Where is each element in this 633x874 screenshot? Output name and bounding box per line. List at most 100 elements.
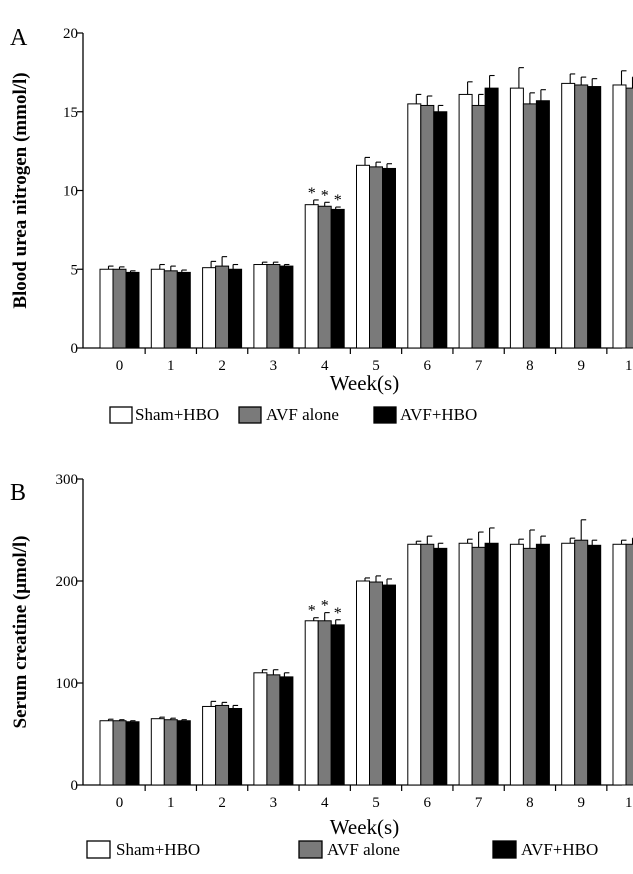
legend-entry: Sham+HBO: [135, 405, 219, 424]
bar-avf-hbo: [279, 676, 294, 786]
legend-swatch: [238, 406, 262, 424]
x-tick-label: 6: [424, 358, 432, 374]
y-tick-label: 200: [56, 574, 79, 590]
x-tick-label: 2: [218, 795, 226, 811]
bar-sham-hbo: [509, 87, 524, 349]
bar-avf-hbo: [535, 543, 550, 786]
bar-sham-hbo: [99, 268, 114, 349]
x-axis-label: Week(s): [330, 815, 399, 839]
legend-entry: AVF alone: [327, 840, 400, 859]
x-tick-label: 9: [577, 358, 585, 374]
chart-panel-b: B 0 100 200 300 Serum creatine (μmol/l) 0 1 2 3 4 *…: [10, 472, 633, 859]
bar-sham-hbo: [253, 264, 268, 349]
bar-avf-hbo: [433, 547, 448, 786]
x-tick-label: 10: [625, 795, 633, 811]
bar-avf-alone: [625, 87, 633, 349]
bar-avf-hbo: [330, 624, 345, 786]
bar-sham-hbo: [356, 580, 370, 786]
x-tick-label: 1: [167, 795, 175, 811]
x-tick-label: 8: [526, 358, 534, 374]
legend: Sham+HBO AVF alone AVF+HBO: [86, 840, 598, 859]
chart-panel-a: A 0 5 10 15 20 Blood urea nitrogen (mmol/l) 0 1 2…: [10, 25, 633, 424]
bar-avf-hbo: [535, 100, 550, 349]
bar-avf-alone: [112, 268, 127, 349]
bar-avf-hbo: [330, 208, 345, 349]
bar-avf-alone: [266, 264, 281, 349]
bar-sham-hbo: [407, 103, 422, 349]
significance-marker: *: [308, 603, 316, 620]
bar-avf-alone: [625, 543, 633, 786]
bar-avf-alone: [574, 539, 589, 786]
x-tick-label: 5: [372, 795, 380, 811]
bar-avf-alone: [266, 674, 281, 786]
legend-swatch: [492, 840, 517, 859]
bar-sham-hbo: [458, 93, 473, 349]
x-tick-label: 1: [167, 358, 175, 374]
x-tick-label: 4: [321, 358, 329, 374]
bar-avf-hbo: [176, 720, 191, 786]
x-tick-label: 7: [475, 358, 483, 374]
bar-avf-hbo: [382, 167, 396, 349]
bar-sham-hbo: [356, 164, 370, 349]
significance-marker: *: [334, 605, 342, 622]
y-tick-label: 100: [56, 676, 79, 692]
x-tick-label: 9: [577, 795, 585, 811]
bar-avf-hbo: [228, 268, 243, 349]
bar-avf-alone: [317, 205, 332, 349]
y-tick-label: 20: [63, 26, 78, 42]
legend-entry: AVF alone: [266, 405, 339, 424]
bar-avf-hbo: [125, 721, 140, 786]
bar-sham-hbo: [561, 82, 576, 349]
bar-avf-hbo: [382, 584, 396, 786]
bar-avf-alone: [471, 104, 486, 349]
panel-label: B: [10, 480, 26, 506]
bar-sham-hbo: [202, 267, 217, 349]
bar-avf-hbo: [228, 708, 243, 786]
bar-avf-hbo: [484, 87, 499, 349]
x-tick-label: 3: [270, 358, 278, 374]
bar-avf-hbo: [484, 542, 499, 786]
bar-avf-alone: [369, 581, 383, 786]
legend-swatch: [109, 406, 133, 424]
bar-sham-hbo: [202, 705, 217, 786]
legend-entry: Sham+HBO: [116, 840, 200, 859]
x-tick-label: 3: [270, 795, 278, 811]
x-tick-label: 0: [116, 358, 124, 374]
y-axis-label: Blood urea nitrogen (mmol/l): [10, 72, 31, 308]
bar-avf-alone: [522, 103, 537, 349]
bar-avf-alone: [215, 704, 230, 786]
bar-sham-hbo: [304, 620, 319, 786]
legend-entry: AVF+HBO: [521, 840, 598, 859]
y-tick-label: 10: [63, 184, 78, 200]
bar-sham-hbo: [253, 672, 268, 786]
bar-avf-alone: [471, 546, 486, 786]
bar-sham-hbo: [407, 543, 422, 786]
legend-swatch: [86, 840, 111, 859]
bar-avf-alone: [317, 620, 332, 786]
bar-avf-alone: [420, 543, 435, 786]
significance-marker: *: [321, 598, 329, 615]
bar-sham-hbo: [99, 720, 114, 786]
bar-avf-alone: [163, 270, 178, 349]
bar-sham-hbo: [150, 268, 165, 349]
bar-sham-hbo: [561, 542, 576, 786]
bar-avf-hbo: [587, 86, 602, 349]
legend-swatch: [298, 840, 323, 859]
legend-swatch: [373, 406, 397, 424]
bar-avf-alone: [369, 166, 383, 349]
legend: Sham+HBO AVF alone AVF+HBO: [109, 405, 477, 424]
bar-avf-alone: [522, 547, 537, 786]
bar-avf-hbo: [176, 271, 191, 349]
bar-avf-hbo: [587, 544, 602, 786]
bar-sham-hbo: [612, 84, 627, 349]
y-tick-label: 5: [71, 262, 79, 278]
bar-sham-hbo: [612, 543, 627, 786]
x-tick-label: 10: [625, 358, 633, 374]
x-axis-label: Week(s): [330, 371, 399, 395]
x-tick-label: 2: [218, 358, 226, 374]
y-tick-label: 0: [71, 341, 79, 357]
bar-sham-hbo: [509, 543, 524, 786]
x-tick-label: 6: [424, 795, 432, 811]
bar-avf-hbo: [279, 265, 294, 349]
